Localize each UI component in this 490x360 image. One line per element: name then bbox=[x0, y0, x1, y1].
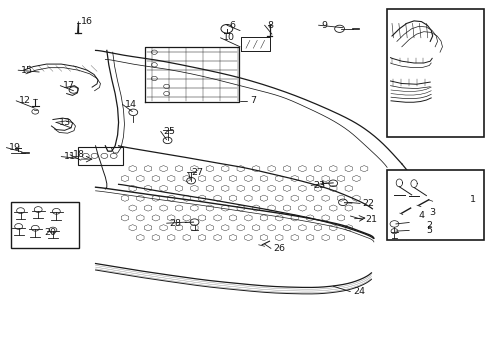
Text: 4: 4 bbox=[419, 211, 425, 220]
Text: 7: 7 bbox=[250, 96, 256, 105]
Text: 21: 21 bbox=[365, 215, 377, 224]
Text: 9: 9 bbox=[321, 21, 327, 30]
Text: 2: 2 bbox=[426, 220, 432, 230]
Text: 18: 18 bbox=[73, 150, 84, 159]
Text: 27: 27 bbox=[191, 168, 203, 177]
Text: 5: 5 bbox=[426, 226, 432, 235]
Text: 25: 25 bbox=[163, 127, 175, 136]
Text: 22: 22 bbox=[363, 199, 374, 208]
Text: 26: 26 bbox=[273, 244, 285, 253]
Text: 17: 17 bbox=[63, 81, 74, 90]
Text: 6: 6 bbox=[229, 21, 235, 30]
Text: 20: 20 bbox=[44, 228, 56, 237]
Text: 14: 14 bbox=[125, 100, 137, 109]
Bar bbox=[11, 202, 79, 248]
Text: 24: 24 bbox=[353, 287, 365, 296]
Text: 16: 16 bbox=[81, 17, 93, 26]
Text: 23: 23 bbox=[314, 181, 326, 190]
Text: 10: 10 bbox=[223, 33, 235, 42]
Text: 13: 13 bbox=[59, 118, 71, 127]
Text: 12: 12 bbox=[19, 96, 30, 105]
Text: 3: 3 bbox=[429, 208, 435, 217]
Bar bbox=[387, 170, 484, 240]
Bar bbox=[78, 147, 122, 165]
Text: 19: 19 bbox=[9, 143, 21, 152]
Text: 15: 15 bbox=[21, 66, 32, 75]
Text: 8: 8 bbox=[267, 21, 273, 30]
Text: 1: 1 bbox=[470, 195, 476, 204]
Text: 11: 11 bbox=[64, 152, 75, 161]
Bar bbox=[387, 9, 484, 137]
Text: 28: 28 bbox=[169, 219, 181, 228]
